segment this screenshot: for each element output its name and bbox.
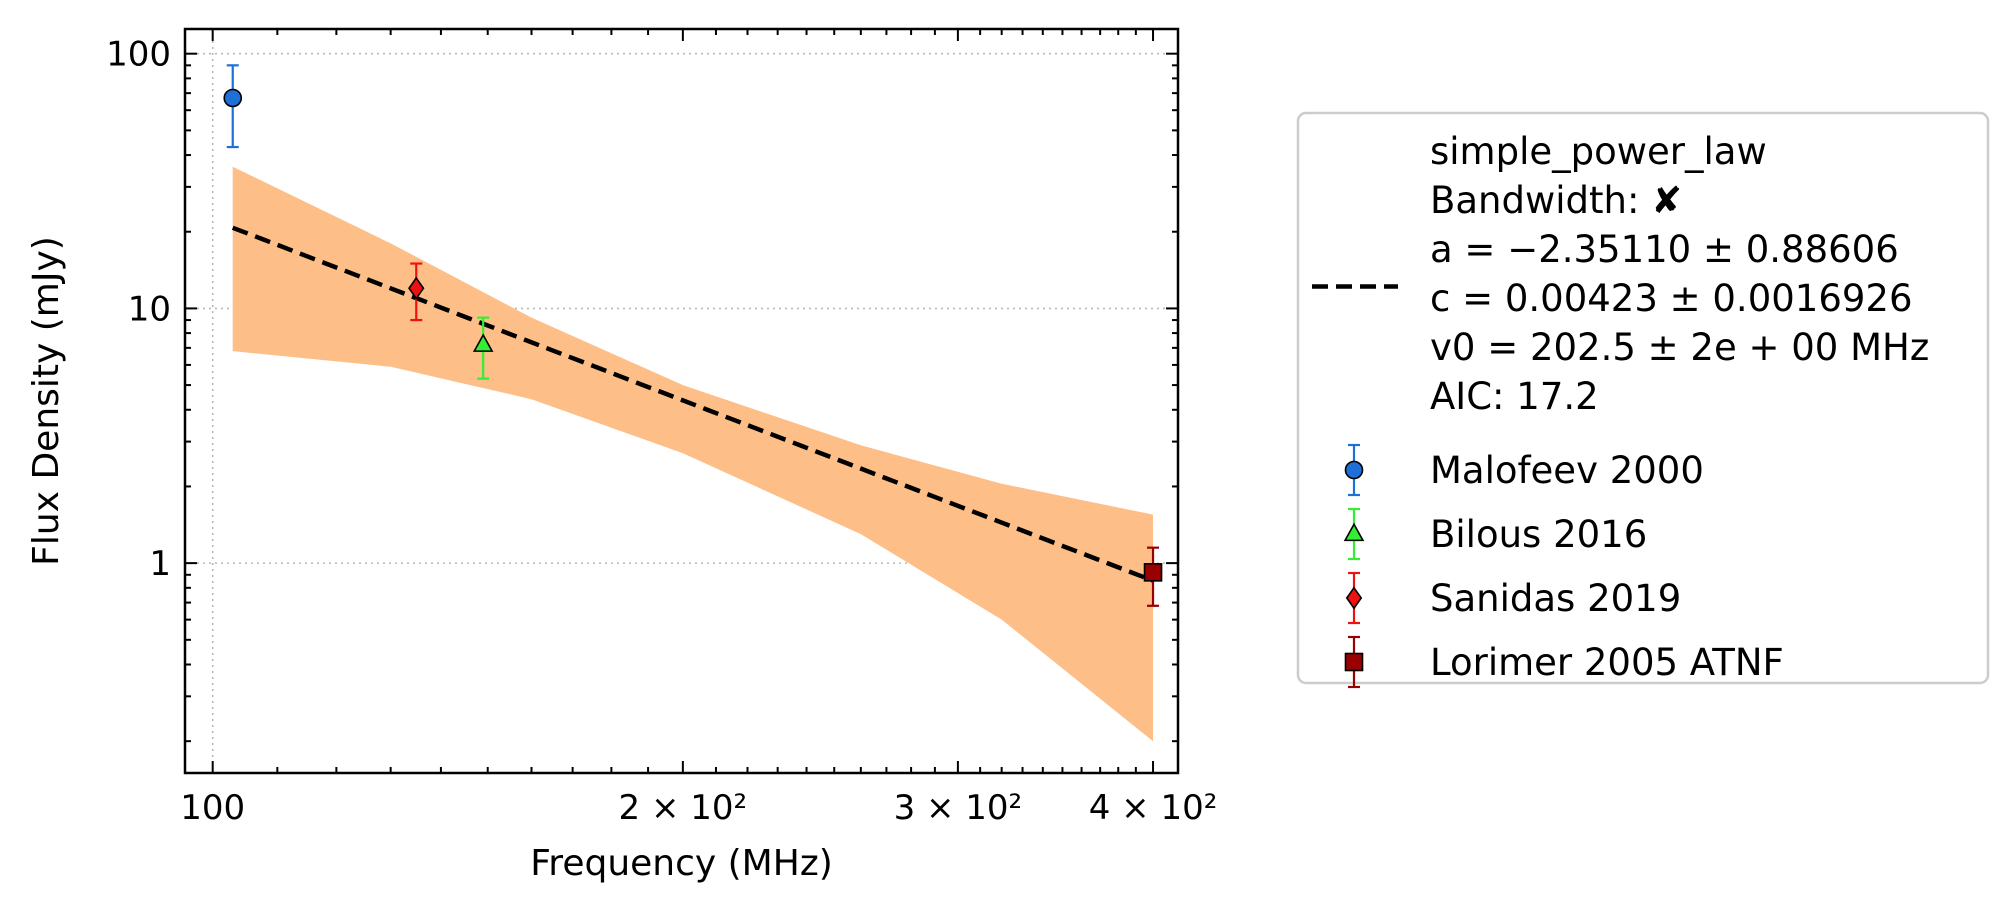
x-tick-label: 100: [180, 788, 245, 828]
y-axis-title: Flux Density (mJy): [26, 236, 67, 566]
fit-line: [231, 225, 1154, 583]
axis-ticks: [185, 29, 1178, 773]
legend-fit-line-4: v0 = 202.5 ± 2e + 00 MHz: [1430, 326, 1929, 369]
x-axis-title: Frequency (MHz): [530, 843, 833, 884]
y-tick-label: 100: [106, 35, 171, 75]
legend-fit-line-2: a = −2.35110 ± 0.88606: [1430, 228, 1899, 271]
legend-marker-handle: [1344, 652, 1364, 672]
legend-entry-label: Bilous 2016: [1430, 513, 1647, 556]
legend-marker-handle: [1344, 460, 1364, 480]
legend-fit-line-5: AIC: 17.2: [1430, 375, 1599, 418]
legend-entry-label: Sanidas 2019: [1430, 577, 1681, 620]
tick-labels: 100 2 × 10² 3 × 10² 4 × 10² 1 10 100: [106, 35, 1217, 828]
data-point: [408, 276, 425, 300]
data-points-layer: [223, 64, 1163, 607]
legend-fit-line-0: simple_power_law: [1430, 130, 1767, 173]
data-point: [1143, 563, 1163, 582]
legend-entry-label: Lorimer 2005 ATNF: [1430, 641, 1784, 684]
legend-marker-handle: [1345, 586, 1363, 610]
legend-entry-label: Malofeev 2000: [1430, 449, 1704, 492]
legend-frame: [1296, 111, 1990, 685]
plot-frame: [183, 27, 1180, 775]
data-point: [223, 88, 243, 108]
fit-line-layer: [231, 225, 1154, 583]
data-point: [472, 333, 494, 352]
x-tick-label: 4 × 10²: [1089, 788, 1218, 828]
fit-band-layer: [232, 166, 1153, 742]
legend-marker-handle: [1343, 522, 1365, 542]
legend-fit-line-1: Bandwidth: ✘: [1430, 179, 1682, 222]
fit-uncertainty-band: [232, 166, 1153, 742]
legend: simple_power_law Bandwidth: ✘ a = −2.35110…: [1296, 111, 1990, 689]
x-tick-label: 3 × 10²: [894, 788, 1023, 828]
y-tick-label: 1: [149, 544, 171, 584]
legend-fit-line-3: c = 0.00423 ± 0.0016926: [1430, 277, 1912, 320]
grid: [185, 29, 1178, 773]
x-tick-label: 2 × 10²: [619, 788, 748, 828]
y-tick-label: 10: [128, 289, 171, 329]
